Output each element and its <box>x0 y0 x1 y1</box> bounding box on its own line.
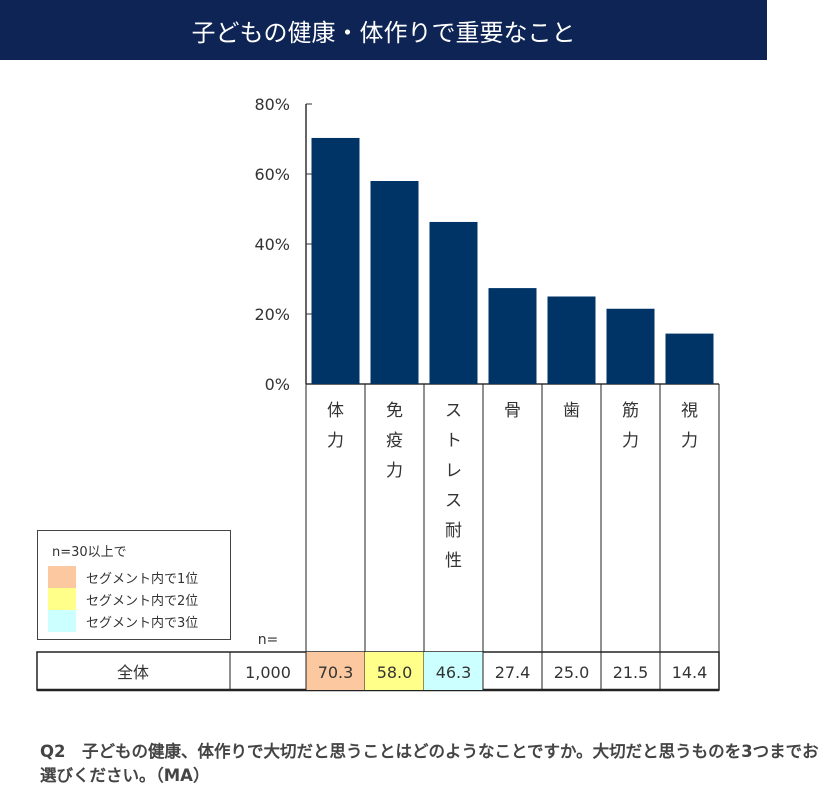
category-label: 力 <box>681 431 698 451</box>
legend-label: セグメント内で1位 <box>86 571 199 587</box>
bar <box>547 296 596 384</box>
legend: n=30以上で セグメント内で1位 セグメント内で2位 セグメント内で3位 <box>37 530 231 640</box>
value-label: 25.0 <box>554 663 590 682</box>
category-label: 力 <box>386 461 403 481</box>
bar <box>429 221 478 384</box>
category-label: 力 <box>327 431 344 451</box>
bar <box>488 288 537 384</box>
category-label: 耐 <box>445 521 462 541</box>
category-label: 疫 <box>386 431 403 451</box>
category-label: 歯 <box>563 401 580 421</box>
bar <box>311 137 360 384</box>
category-label: ス <box>445 491 462 511</box>
category-label: ス <box>445 401 462 421</box>
y-tick-label: 60% <box>254 165 290 184</box>
category-label: 性 <box>445 551 462 571</box>
bar <box>665 333 714 384</box>
question-text: Q2 子どもの健康、体作りで大切だと思うことはどのようなことですか。大切だと思う… <box>40 742 819 785</box>
n-label: n= <box>258 632 279 648</box>
rank-highlight-cell <box>365 652 424 690</box>
value-label: 70.3 <box>318 663 354 682</box>
value-label: 46.3 <box>436 663 472 682</box>
value-label: 27.4 <box>495 663 531 682</box>
legend-label: セグメント内で2位 <box>86 593 199 609</box>
bar <box>370 181 419 384</box>
rank-highlight-cell <box>306 652 365 690</box>
legend-item: セグメント内で3位 <box>48 610 198 632</box>
row-label: 全体 <box>117 663 149 682</box>
legend-label: セグメント内で3位 <box>86 615 199 631</box>
legend-item: セグメント内で1位 <box>48 566 198 588</box>
rank-highlight-cell <box>424 652 483 690</box>
legend-swatch <box>48 610 76 632</box>
legend-item: セグメント内で2位 <box>48 588 198 610</box>
y-tick-label: 80% <box>254 95 290 114</box>
chart-title: 子どもの健康・体作りで重要なこと <box>0 0 767 60</box>
category-label: ト <box>445 431 462 451</box>
category-label: 視 <box>681 401 698 421</box>
category-label: レ <box>445 461 462 481</box>
y-tick-label: 20% <box>254 305 290 324</box>
legend-swatch <box>48 588 76 610</box>
category-label: 免 <box>386 401 403 421</box>
legend-swatch <box>48 566 76 588</box>
category-label: 体 <box>327 401 344 421</box>
legend-header: n=30以上で <box>52 545 127 560</box>
bar-chart: 0%20%40%60%80%全体 1,000n=体力70.3免疫力58.0ストレス… <box>36 95 720 692</box>
value-label: 14.4 <box>672 663 708 682</box>
category-label: 筋 <box>622 401 639 421</box>
y-tick-label: 40% <box>254 235 290 254</box>
n-value: 1,000 <box>245 663 291 682</box>
category-label: 力 <box>622 431 639 451</box>
bar <box>606 308 655 384</box>
category-label: 骨 <box>504 401 521 421</box>
y-tick-label: 0% <box>265 375 290 394</box>
value-label: 21.5 <box>613 663 649 682</box>
value-label: 58.0 <box>377 663 413 682</box>
